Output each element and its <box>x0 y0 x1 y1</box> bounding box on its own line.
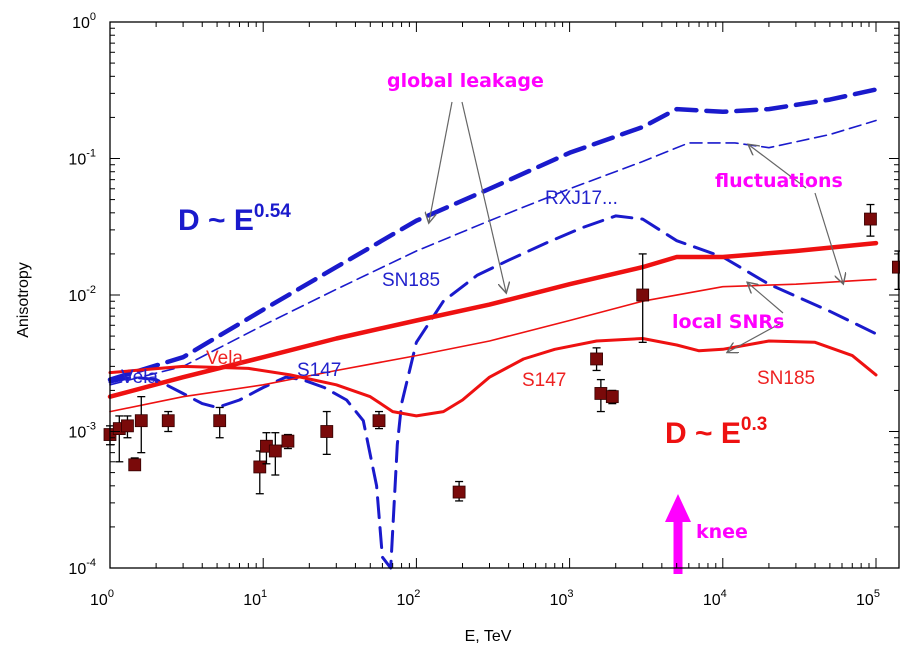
y-tick-label: 10-1 <box>68 148 96 169</box>
x-tick-label: 103 <box>550 588 574 609</box>
data-marker <box>372 414 386 428</box>
label-fluctuations: fluctuations <box>715 170 843 192</box>
data-point <box>636 253 650 343</box>
label-knee: knee <box>696 521 748 543</box>
label-sn185-red: SN185 <box>757 368 815 389</box>
data-point <box>594 378 608 413</box>
label-d-blue: D ~ E0.54 <box>178 201 291 237</box>
arrow-local-snrs-1 <box>748 283 784 314</box>
data-point <box>121 415 134 439</box>
data-point <box>161 410 175 433</box>
label-rxj17: RXJ17... <box>545 188 618 209</box>
data-point <box>128 457 142 472</box>
label-sn185-blue: SN185 <box>382 270 440 291</box>
series-blue-thin-dash <box>109 119 877 386</box>
data-point <box>372 410 386 430</box>
arrow-global-leakage-2 <box>461 101 506 292</box>
label-local-snrs: local SNRs <box>672 311 784 333</box>
data-marker <box>594 387 608 400</box>
y-axis-title: Anisotropy <box>15 262 32 338</box>
data-marker <box>452 485 466 499</box>
data-point <box>281 433 295 450</box>
data-marker <box>605 390 619 404</box>
y-tick-label: 100 <box>72 11 96 32</box>
label-global-leakage: global leakage <box>387 70 544 92</box>
knee-arrow-head <box>665 494 691 522</box>
data-marker <box>636 288 650 302</box>
y-tick-label: 10-3 <box>68 421 96 442</box>
series-red-thick <box>107 240 879 399</box>
tick-labels: 100 101 102 103 104 105 100 10-1 10-2 10-3 10-4 <box>68 11 880 609</box>
x-tick-label: 105 <box>856 588 880 609</box>
data-marker <box>590 352 603 366</box>
data-point <box>134 396 148 454</box>
data-marker <box>253 460 267 474</box>
arrow-fluctuations-1 <box>749 145 807 189</box>
arrow-fluctuations-2 <box>814 192 843 283</box>
annotation-arrows <box>429 101 843 574</box>
label-vela-red: Vela <box>206 348 243 369</box>
data-point <box>605 389 619 405</box>
label-s147-blue: S147 <box>297 360 341 381</box>
label-d-blue-exp: 0.54 <box>254 201 291 222</box>
data-point <box>268 432 282 476</box>
label-d-red: D ~ E0.3 <box>665 414 767 450</box>
x-tick-label: 102 <box>396 588 420 609</box>
plot-border <box>109 21 900 569</box>
y-tick-label: 10-4 <box>68 557 96 578</box>
label-d-red-exp: 0.3 <box>741 414 767 435</box>
data-point <box>864 203 877 237</box>
data-marker <box>128 458 142 472</box>
label-d-blue-base: D ~ E <box>178 204 254 237</box>
label-d-red-base: D ~ E <box>665 417 741 450</box>
data-marker <box>864 212 877 226</box>
arrow-global-leakage-1 <box>429 101 453 222</box>
data-point <box>320 410 334 456</box>
x-axis-title: E, TeV <box>465 628 512 645</box>
x-tick-label: 101 <box>243 588 267 609</box>
x-tick-label: 100 <box>90 588 114 609</box>
data-point <box>590 347 603 372</box>
y-tick-label: 10-2 <box>68 284 96 305</box>
data-marker <box>213 414 227 428</box>
series-blue-thick-dash <box>107 87 879 382</box>
data-marker <box>134 414 148 428</box>
data-marker <box>268 444 282 458</box>
data-marker <box>320 425 334 438</box>
data-point <box>253 450 267 495</box>
series-red-snr <box>108 337 878 418</box>
series-red-thin <box>109 278 877 413</box>
x-tick-label: 104 <box>703 588 727 609</box>
data-point <box>452 480 466 502</box>
plot-frame <box>109 21 900 569</box>
label-s147-red: S147 <box>522 370 566 391</box>
arrow-local-snrs-2 <box>728 321 784 352</box>
data-marker <box>161 414 175 428</box>
data-marker <box>121 419 134 433</box>
data-point <box>213 406 227 439</box>
series-blue-snr-dash <box>108 214 878 570</box>
data-marker <box>281 434 295 448</box>
label-vela-blue: Vela <box>121 367 158 388</box>
